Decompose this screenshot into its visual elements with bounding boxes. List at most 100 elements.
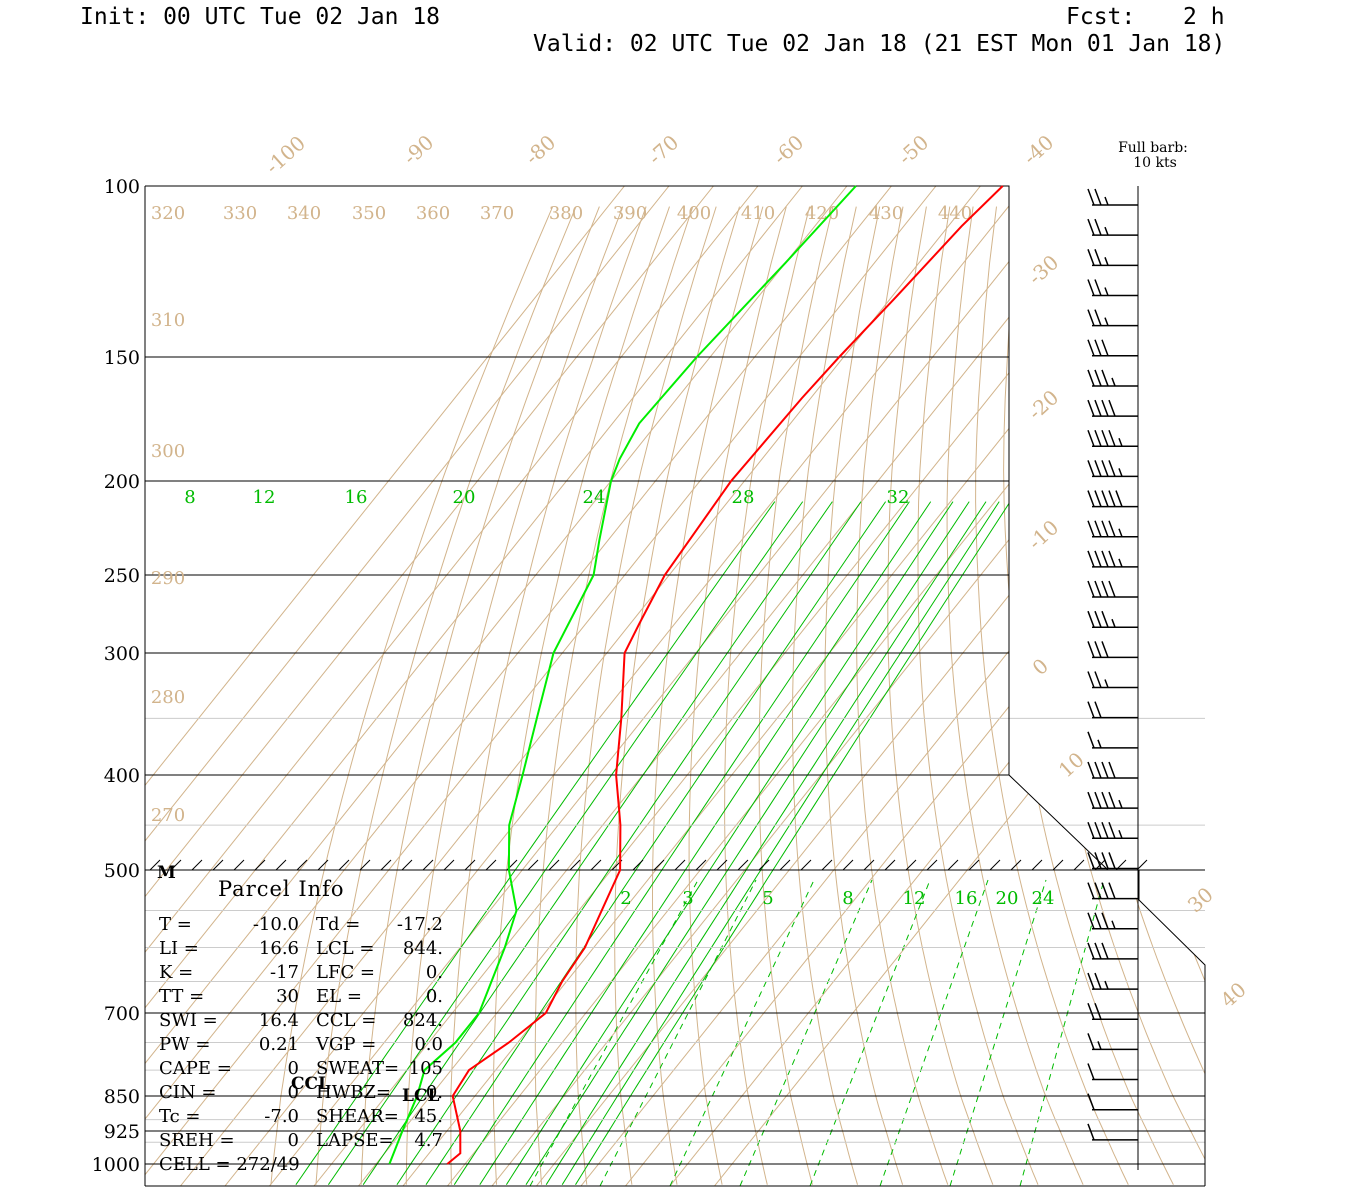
hatch-mark (191, 859, 203, 871)
parcel-row-value-right: 45. (414, 1106, 443, 1127)
parcel-row-value: 0 (288, 1058, 299, 1079)
mixing-ratio-line-7 (505, 501, 954, 1185)
hatch-mark (422, 859, 434, 871)
hatch-mark (842, 859, 854, 871)
hatch-mark (1073, 859, 1085, 871)
hatch-mark (1136, 859, 1148, 871)
hatch-mark (758, 859, 770, 871)
isotherm--100 (145, 186, 803, 1186)
mixing-ratio-line-3 (396, 501, 862, 1185)
isotherm-60 (714, 186, 1205, 1186)
dashed-line-2 (599, 879, 757, 1186)
wind-barb (1087, 218, 1138, 236)
wind-barb (1087, 279, 1138, 297)
isobar-lines (145, 185, 1205, 1165)
parcel-row-value: 0 (288, 1082, 299, 1103)
isotherm-label: -10 (1023, 515, 1063, 554)
isotherm-label: -20 (1023, 385, 1063, 424)
wind-barb (1087, 369, 1138, 387)
adiabat-390 (887, 206, 994, 1185)
parcel-row-value: 0 (288, 1130, 299, 1151)
adiabat-380 (856, 206, 949, 1185)
hatch-mark (254, 859, 266, 871)
parcel-row-value-right: 844. (403, 938, 443, 959)
marker-lcl: LCL (402, 1086, 439, 1106)
hatch-mark (926, 859, 938, 871)
adiabat-440 (1030, 206, 1205, 1185)
adiabat-290 (534, 206, 694, 1185)
mixing-ratio-label: 28 (732, 487, 755, 508)
parcel-row-value-right: 0. (426, 1082, 443, 1103)
hatch-mark (716, 859, 728, 871)
mixing-ratio-label: 16 (955, 888, 978, 909)
theta-label: 380 (549, 203, 583, 224)
parcel-row-value: -10.0 (253, 914, 299, 935)
pressure-tick-label: 700 (104, 1003, 140, 1025)
marker-ccl: CCL (291, 1074, 330, 1094)
isotherm-label: -100 (261, 131, 310, 179)
parcel-row-label-right: LFC = (316, 962, 375, 983)
chart-frame (144, 185, 1206, 1187)
hatch-mark (527, 859, 539, 871)
wind-barb (1087, 399, 1138, 417)
isotherm-label: -60 (768, 130, 808, 169)
parcel-row-label: PW = (159, 1034, 210, 1055)
pressure-tick-label: 250 (104, 565, 140, 587)
adiabat-470 (1109, 206, 1205, 1185)
isotherm-30 (580, 186, 1205, 1186)
hatch-mark (632, 859, 644, 871)
wind-barb (1087, 1123, 1138, 1141)
hatch-mark (737, 859, 749, 871)
parcel-row-value: -7.0 (264, 1106, 299, 1127)
isotherm--140 (145, 186, 625, 1186)
dashed-line-6 (879, 879, 989, 1186)
parcel-row-value: 30 (276, 986, 299, 1007)
wind-barb (1087, 791, 1138, 809)
isotherm-20 (536, 186, 1205, 1186)
adiabat-240 (315, 206, 577, 1185)
pressure-tick-label: 100 (104, 176, 140, 198)
mixing-ratio-label: 24 (1032, 888, 1055, 909)
wind-barb (1087, 339, 1138, 357)
parcel-row-value-right: 105 (409, 1058, 443, 1079)
parcel-row-label: T = (159, 914, 192, 935)
wind-barb (1087, 822, 1138, 840)
parcel-row-label-right: CCL = (316, 1010, 376, 1031)
parcel-row-label: SREH = (159, 1130, 235, 1151)
mixing-ratio-label: 20 (996, 888, 1019, 909)
adiabat-330 (688, 206, 787, 1185)
theta-label: 290 (151, 568, 185, 589)
wind-barb (1087, 429, 1138, 447)
wind-barb (1087, 641, 1138, 659)
wind-barb (1087, 550, 1138, 568)
wind-barb (1087, 490, 1138, 508)
adiabat-250 (360, 206, 600, 1185)
wind-barb-column (1087, 188, 1138, 1141)
isotherm--40 (269, 186, 1070, 1186)
theta-label: 320 (151, 203, 185, 224)
parcel-row-value-right: 0.0 (414, 1034, 443, 1055)
frame-upper (145, 185, 1109, 871)
isotherm--10 (402, 186, 1204, 1186)
hatch-mark (800, 859, 812, 871)
isotherm--20 (358, 186, 1159, 1186)
hatch-mark (485, 859, 497, 871)
hatch-mark (296, 859, 308, 871)
isotherm-label: 30 (1183, 882, 1218, 917)
theta-label: 420 (805, 203, 839, 224)
forecast-hour: 2 h (1183, 4, 1225, 30)
adiabat-350 (758, 206, 834, 1185)
theta-label: 390 (613, 203, 647, 224)
hatch-mark (821, 859, 833, 871)
pressure-tick-label: 400 (104, 765, 140, 787)
isotherm--110 (145, 186, 759, 1186)
hatch-mark (149, 859, 161, 871)
parcel-info-title: Parcel Info (218, 877, 345, 901)
isotherm-label: -90 (398, 130, 438, 169)
isotherm-label: 0 (1028, 654, 1054, 680)
hatch-mark (695, 859, 707, 871)
parcel-row-value: -17 (270, 962, 299, 983)
hatch-marks (149, 859, 1148, 871)
wind-barb (1087, 460, 1138, 478)
adiabat-460 (1084, 206, 1205, 1185)
